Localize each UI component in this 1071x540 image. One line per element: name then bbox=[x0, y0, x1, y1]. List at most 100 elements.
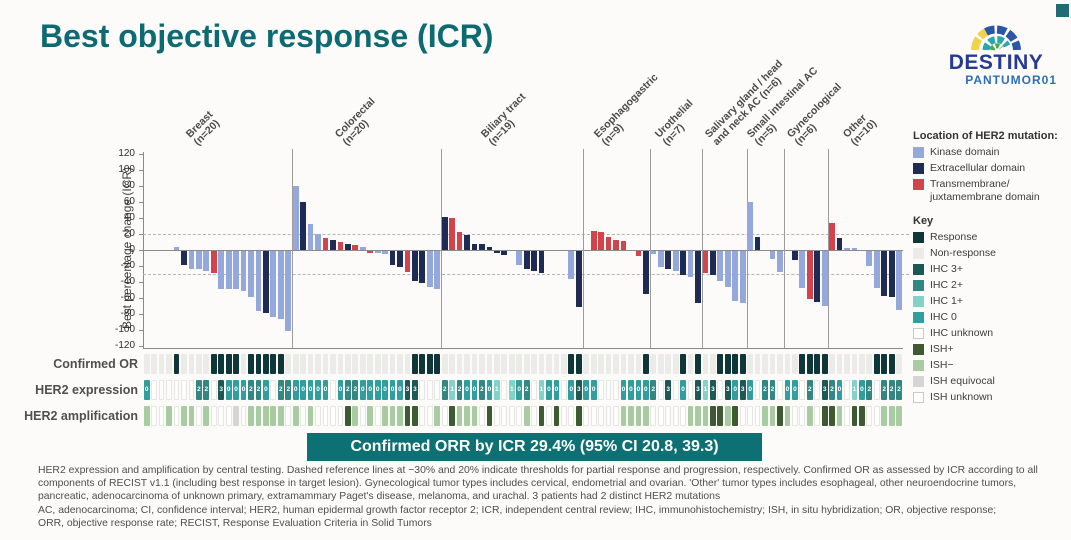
confirmed-or-cell bbox=[493, 354, 500, 374]
key-legend-item: IHC 1+ bbox=[913, 295, 1069, 308]
waterfall-bar bbox=[240, 251, 247, 291]
her2-expression-cell: 0 bbox=[516, 380, 523, 400]
key-legend-items: Response Non-response IHC 3+ IHC 2+ IHC 1+ IH… bbox=[913, 231, 1069, 404]
group-divider bbox=[441, 149, 442, 348]
her2-amplification-cell bbox=[620, 406, 627, 426]
waterfall-bar bbox=[344, 243, 351, 250]
confirmed-or-cell bbox=[657, 354, 664, 374]
page-title: Best objective response (ICR) bbox=[40, 18, 494, 54]
waterfall-bar bbox=[806, 251, 813, 299]
waterfall-bar bbox=[352, 245, 359, 250]
her2-expression-cell: 0 bbox=[337, 380, 344, 400]
waterfall-bar bbox=[717, 251, 724, 281]
her2-amplification-cell bbox=[255, 406, 262, 426]
her2-amplification-cell bbox=[546, 406, 552, 426]
waterfall-bar bbox=[218, 251, 225, 289]
waterfall-bar bbox=[680, 251, 686, 275]
y-tick-label: 0 bbox=[129, 244, 135, 255]
group-label: Breast (n=20) bbox=[183, 108, 222, 148]
confirmed-or-cell bbox=[181, 354, 187, 374]
key-legend-item-label: ISH equivocal bbox=[930, 375, 995, 387]
confirmed-or-cell bbox=[829, 354, 835, 374]
her2-expression-cell bbox=[814, 380, 821, 400]
her2-amplification-cell bbox=[635, 406, 642, 426]
y-tick-mark bbox=[139, 170, 143, 171]
key-legend-item: Non-response bbox=[913, 247, 1069, 260]
waterfall-bar bbox=[769, 251, 776, 259]
her2-expression-cell: 2 bbox=[650, 380, 657, 400]
y-tick-label: -100 bbox=[114, 324, 135, 335]
confirmed-or-cell bbox=[881, 354, 888, 374]
confirmed-or-cell bbox=[434, 354, 441, 374]
confirmed-or-cell bbox=[553, 354, 560, 374]
key-legend-item-swatch bbox=[913, 232, 924, 243]
waterfall-bar bbox=[665, 251, 672, 269]
waterfall-bar bbox=[248, 251, 254, 298]
waterfall-bar bbox=[181, 251, 187, 266]
row-label-her2-amplification: HER2 amplification bbox=[24, 409, 138, 423]
her2-amplification-cell bbox=[419, 406, 426, 426]
mutation-legend-item: Kinase domain bbox=[913, 146, 1069, 159]
waterfall-bar bbox=[605, 237, 612, 250]
her2-expression-cell: 0 bbox=[732, 380, 739, 400]
confirmed-or-cell bbox=[687, 354, 694, 374]
her2-amplification-cell bbox=[330, 406, 336, 426]
her2-expression-cell: 0 bbox=[553, 380, 560, 400]
waterfall-bar bbox=[270, 251, 277, 318]
orr-banner: Confirmed ORR by ICR 29.4% (95% CI 20.8,… bbox=[307, 433, 762, 461]
confirmed-or-cell bbox=[307, 354, 314, 374]
key-legend-item-label: IHC unknown bbox=[930, 327, 994, 339]
mutation-legend-item: Extracellular domain bbox=[913, 162, 1069, 175]
confirmed-or-cell bbox=[717, 354, 724, 374]
key-legend-item-label: ISH unknown bbox=[930, 391, 993, 403]
confirmed-or-cell bbox=[769, 354, 776, 374]
confirmed-or-cell bbox=[747, 354, 754, 374]
confirmed-or-cell bbox=[151, 354, 158, 374]
her2-expression-cell: 0 bbox=[486, 380, 493, 400]
confirmed-or-cell bbox=[695, 354, 701, 374]
y-tick-label: 120 bbox=[118, 148, 135, 159]
y-tick-mark bbox=[139, 202, 143, 203]
waterfall-bar bbox=[441, 217, 448, 250]
her2-expression-cell bbox=[754, 380, 761, 400]
key-legend-item-label: IHC 1+ bbox=[930, 295, 963, 307]
her2-amplification-cell bbox=[538, 406, 545, 426]
reference-line bbox=[143, 274, 909, 275]
her2-expression-cell: 2 bbox=[523, 380, 530, 400]
her2-expression-cell: 0 bbox=[263, 380, 269, 400]
waterfall-bar bbox=[210, 251, 217, 274]
waterfall-bar bbox=[449, 218, 456, 250]
group-label: Colorectal (n=20) bbox=[332, 95, 378, 148]
waterfall-bar bbox=[836, 238, 843, 250]
waterfall-bar bbox=[493, 251, 500, 253]
her2-amplification-cell bbox=[367, 406, 374, 426]
waterfall-bar bbox=[724, 251, 731, 287]
her2-expression-cell: 3 bbox=[665, 380, 672, 400]
her2-expression-cell: 2 bbox=[352, 380, 359, 400]
zero-line bbox=[143, 250, 903, 251]
her2-amplification-cell bbox=[695, 406, 701, 426]
waterfall-bar bbox=[873, 251, 880, 288]
confirmed-or-cell bbox=[367, 354, 374, 374]
y-tick-mark bbox=[139, 250, 143, 251]
confirmed-or-cell bbox=[277, 354, 284, 374]
her2-amplification-cell bbox=[292, 406, 299, 426]
her2-amplification-cell bbox=[449, 406, 456, 426]
waterfall-bar bbox=[277, 251, 284, 319]
waterfall-bar bbox=[710, 251, 716, 275]
waterfall-bar bbox=[672, 251, 679, 271]
her2-amplification-cell bbox=[888, 406, 895, 426]
confirmed-or-cell bbox=[605, 354, 612, 374]
her2-expression-cell: 2 bbox=[203, 380, 210, 400]
waterfall-bar bbox=[851, 248, 858, 250]
her2-expression-cell bbox=[501, 380, 508, 400]
confirmed-or-cell bbox=[516, 354, 523, 374]
row-label-confirmed-or: Confirmed OR bbox=[53, 357, 138, 371]
key-legend-item: ISH unknown bbox=[913, 391, 1069, 404]
her2-amplification-cell bbox=[657, 406, 664, 426]
her2-expression-cell: 1 bbox=[508, 380, 515, 400]
her2-amplification-cell bbox=[479, 406, 485, 426]
confirmed-or-cell bbox=[739, 354, 746, 374]
confirmed-or-cell bbox=[642, 354, 649, 374]
her2-amplification-cell bbox=[203, 406, 210, 426]
